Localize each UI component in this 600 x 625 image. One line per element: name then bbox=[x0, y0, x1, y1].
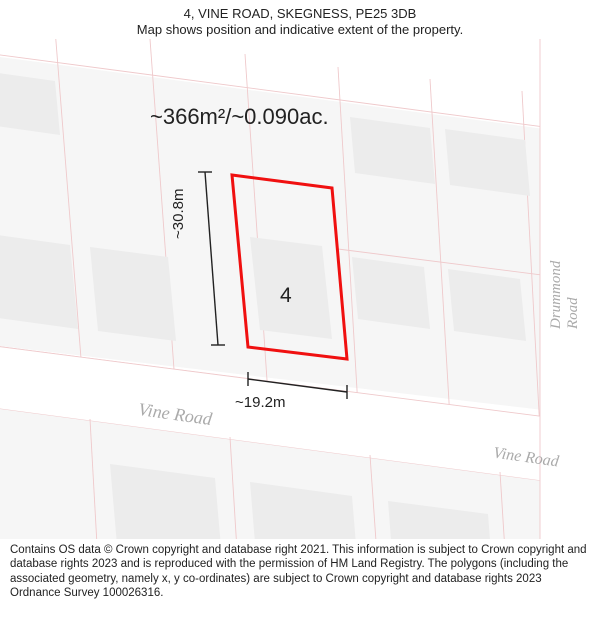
width-label: ~19.2m bbox=[235, 394, 285, 411]
road-label-drummond: Drummond Road bbox=[548, 261, 582, 329]
header: 4, VINE ROAD, SKEGNESS, PE25 3DB Map sho… bbox=[0, 0, 600, 39]
page-subtitle: Map shows position and indicative extent… bbox=[10, 22, 590, 37]
map-canvas: ~366m²/~0.090ac. ~30.8m ~19.2m 4 Vine Ro… bbox=[0, 39, 600, 539]
height-label: ~30.8m bbox=[170, 189, 187, 239]
plot-number-label: 4 bbox=[280, 284, 292, 308]
page-title: 4, VINE ROAD, SKEGNESS, PE25 3DB bbox=[10, 6, 590, 21]
area-label: ~366m²/~0.090ac. bbox=[150, 104, 329, 130]
footer-copyright: Contains OS data © Crown copyright and d… bbox=[0, 539, 600, 609]
